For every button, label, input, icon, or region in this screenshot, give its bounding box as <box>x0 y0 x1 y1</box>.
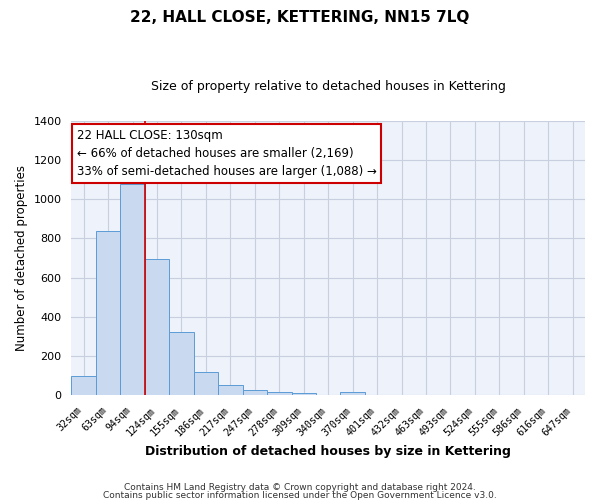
Text: 22, HALL CLOSE, KETTERING, NN15 7LQ: 22, HALL CLOSE, KETTERING, NN15 7LQ <box>130 10 470 25</box>
Bar <box>218 384 242 396</box>
X-axis label: Distribution of detached houses by size in Kettering: Distribution of detached houses by size … <box>145 444 511 458</box>
Bar <box>242 390 267 396</box>
Bar <box>96 231 121 396</box>
Bar <box>194 372 218 396</box>
Title: Size of property relative to detached houses in Kettering: Size of property relative to detached ho… <box>151 80 506 93</box>
Y-axis label: Number of detached properties: Number of detached properties <box>15 165 28 351</box>
Bar <box>145 260 169 396</box>
Text: 22 HALL CLOSE: 130sqm
← 66% of detached houses are smaller (2,169)
33% of semi-d: 22 HALL CLOSE: 130sqm ← 66% of detached … <box>77 129 376 178</box>
Bar <box>71 376 96 396</box>
Bar <box>169 332 194 396</box>
Text: Contains HM Land Registry data © Crown copyright and database right 2024.: Contains HM Land Registry data © Crown c… <box>124 484 476 492</box>
Bar <box>340 392 365 396</box>
Text: Contains public sector information licensed under the Open Government Licence v3: Contains public sector information licen… <box>103 490 497 500</box>
Bar <box>121 184 145 396</box>
Bar <box>292 394 316 396</box>
Bar <box>267 392 292 396</box>
